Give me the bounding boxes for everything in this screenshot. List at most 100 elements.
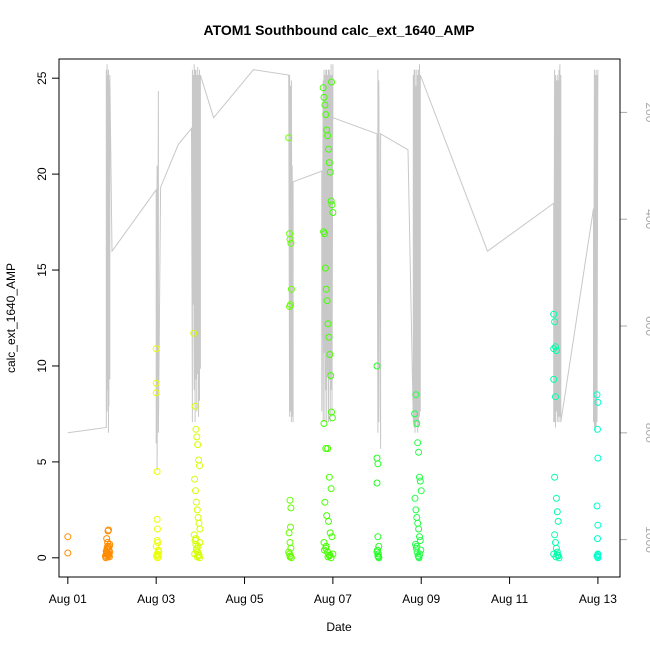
data-point	[285, 529, 293, 537]
data-point	[322, 542, 330, 550]
data-point	[373, 548, 381, 556]
data-point	[320, 420, 328, 427]
data-point	[594, 521, 602, 529]
data-point	[192, 487, 199, 495]
data-point	[594, 535, 601, 543]
data-point	[153, 537, 161, 544]
data-point	[152, 345, 160, 353]
data-point	[326, 351, 334, 358]
y-tick-label: 5	[35, 458, 49, 465]
data-point	[105, 553, 113, 561]
data-point	[416, 477, 424, 485]
data-point	[195, 456, 203, 464]
data-point	[416, 533, 423, 541]
y-tick-label: 10	[35, 359, 49, 373]
data-point	[286, 553, 294, 561]
data-point	[319, 84, 327, 92]
data-point	[105, 543, 112, 551]
data-point	[196, 525, 204, 533]
data-point	[193, 506, 201, 514]
data-point	[325, 333, 333, 341]
x-tick-label: Aug 09	[402, 592, 440, 606]
data-point	[104, 539, 112, 546]
data-point	[412, 540, 419, 548]
data-point	[325, 517, 332, 525]
data-point	[412, 506, 420, 514]
data-point	[327, 197, 335, 205]
y-right-tick-label: 600	[643, 316, 650, 336]
data-point	[594, 551, 602, 559]
data-point	[416, 537, 424, 544]
data-point	[415, 553, 423, 561]
data-point	[195, 551, 203, 559]
data-point	[155, 548, 163, 556]
data-point	[322, 111, 330, 119]
data-point	[287, 523, 294, 531]
plot-frame	[58, 58, 621, 578]
data-point	[285, 134, 293, 142]
data-point	[287, 554, 295, 562]
data-point	[373, 479, 381, 487]
y-tick-label: 20	[35, 167, 49, 181]
data-point	[373, 362, 381, 370]
data-point	[321, 264, 329, 272]
data-point	[321, 546, 328, 554]
data-point	[324, 553, 332, 561]
data-point	[415, 448, 423, 456]
data-point	[552, 544, 560, 552]
data-point	[329, 209, 337, 216]
data-point	[373, 454, 381, 462]
data-point	[194, 514, 202, 521]
data-point	[552, 347, 560, 355]
data-point	[411, 410, 419, 418]
data-point	[191, 402, 199, 410]
data-point	[285, 548, 293, 556]
data-point	[328, 201, 336, 209]
x-tick-label: Aug 03	[137, 592, 175, 606]
chart-title: ATOM1 Southbound calc_ext_1640_AMP	[204, 22, 475, 38]
data-point	[323, 297, 331, 305]
data-point	[413, 420, 421, 427]
data-point	[411, 494, 419, 502]
data-point	[196, 539, 204, 546]
data-point	[414, 439, 422, 447]
data-point	[192, 498, 200, 506]
data-point	[375, 542, 383, 550]
y-right-tick-label: 200	[643, 102, 650, 122]
data-point	[104, 542, 112, 550]
data-point	[192, 425, 200, 433]
data-point	[553, 508, 561, 516]
data-point	[321, 101, 329, 109]
data-point	[154, 525, 161, 533]
data-point	[552, 343, 559, 351]
data-point	[326, 529, 334, 537]
data-point	[554, 517, 562, 525]
data-point	[413, 542, 421, 550]
y-tick-label: 15	[35, 263, 49, 277]
data-point	[190, 531, 198, 539]
data-point	[324, 320, 332, 328]
data-point	[321, 498, 329, 506]
data-point	[374, 460, 382, 468]
data-point	[551, 531, 559, 539]
data-point	[106, 548, 114, 556]
data-point	[153, 468, 161, 475]
data-point	[153, 515, 161, 523]
data-point	[412, 391, 420, 399]
y-right-tick-label: 400	[643, 209, 650, 229]
data-point	[194, 441, 202, 449]
y-right-tick-label: 1000	[643, 526, 650, 553]
x-axis-label: Date	[326, 620, 352, 634]
data-point	[594, 454, 602, 462]
data-point	[286, 539, 294, 546]
data-point	[287, 239, 295, 247]
depth-line	[67, 64, 599, 471]
y-tick-label: 0	[35, 554, 49, 561]
data-point	[325, 159, 333, 167]
data-point	[286, 303, 294, 310]
data-point	[320, 93, 328, 101]
data-point	[328, 414, 336, 422]
data-point	[287, 504, 295, 512]
data-point	[416, 473, 423, 481]
